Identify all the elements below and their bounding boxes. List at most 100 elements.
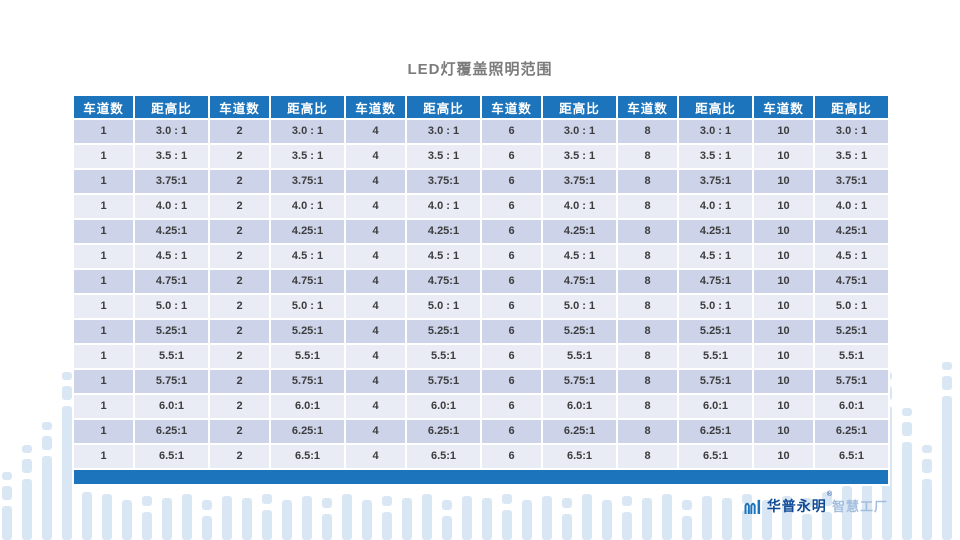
ratio-cell: 3.5 : 1: [271, 145, 344, 168]
ratio-cell: 3.0 : 1: [271, 120, 344, 143]
decoration-bar: [382, 496, 392, 540]
brand-suffix: 智慧工厂: [831, 499, 888, 514]
column-header-lanes: 车道数: [210, 96, 269, 118]
lane-count-cell: 10: [754, 420, 813, 443]
ratio-cell: 5.5:1: [407, 345, 480, 368]
lane-count-cell: 8: [618, 120, 677, 143]
decoration-bar: [542, 496, 552, 540]
decoration-bar: [602, 500, 612, 540]
decoration-bar: [302, 496, 312, 540]
ratio-cell: 3.0 : 1: [407, 120, 480, 143]
ratio-cell: 3.0 : 1: [543, 120, 616, 143]
lane-count-cell: 4: [346, 395, 405, 418]
ratio-cell: 5.5:1: [135, 345, 208, 368]
ratio-cell: 5.25:1: [543, 320, 616, 343]
lane-count-cell: 2: [210, 245, 269, 268]
decoration-bar: [902, 408, 912, 540]
lane-count-cell: 6: [482, 445, 541, 468]
ratio-cell: 4.25:1: [543, 220, 616, 243]
ratio-cell: 6.5:1: [679, 445, 752, 468]
decoration-bar: [762, 500, 772, 540]
lane-count-cell: 6: [482, 195, 541, 218]
ratio-cell: 4.75:1: [815, 270, 888, 293]
ratio-cell: 5.0 : 1: [135, 295, 208, 318]
table-row: 1 4.5 : 1 2 4.5 : 1 4 4.5 : 1 6 4.5 : 1 8 4.5 : 1…: [74, 245, 888, 268]
ratio-cell: 3.75:1: [815, 170, 888, 193]
lane-count-cell: 2: [210, 395, 269, 418]
decoration-bar: [562, 498, 572, 540]
ratio-cell: 5.75:1: [815, 370, 888, 393]
table-footer-bar: [74, 470, 888, 484]
header-row: 车道数 距高比 车道数 距高比 车道数 距高比 车道数 距高比 车道数 距高比 车道数 距高比: [74, 96, 888, 118]
ratio-cell: 4.75:1: [543, 270, 616, 293]
lane-count-cell: 1: [74, 395, 133, 418]
ratio-cell: 4.25:1: [679, 220, 752, 243]
lane-count-cell: 1: [74, 420, 133, 443]
lane-count-cell: 6: [482, 420, 541, 443]
ratio-cell: 6.0:1: [679, 395, 752, 418]
lane-count-cell: 8: [618, 270, 677, 293]
ratio-cell: 6.0:1: [543, 395, 616, 418]
lane-count-cell: 1: [74, 270, 133, 293]
decoration-bar: [662, 494, 672, 540]
lane-count-cell: 2: [210, 170, 269, 193]
lane-count-cell: 6: [482, 170, 541, 193]
ratio-cell: 6.25:1: [543, 420, 616, 443]
ratio-cell: 3.75:1: [271, 170, 344, 193]
lane-count-cell: 2: [210, 295, 269, 318]
lane-count-cell: 10: [754, 295, 813, 318]
lane-count-cell: 10: [754, 195, 813, 218]
ratio-cell: 4.0 : 1: [679, 195, 752, 218]
ratio-cell: 6.5:1: [543, 445, 616, 468]
ratio-cell: 6.5:1: [271, 445, 344, 468]
ratio-cell: 4.0 : 1: [407, 195, 480, 218]
ratio-cell: 5.0 : 1: [543, 295, 616, 318]
ratio-cell: 4.0 : 1: [543, 195, 616, 218]
decoration-bar: [942, 362, 952, 540]
lane-count-cell: 6: [482, 320, 541, 343]
lane-count-cell: 1: [74, 145, 133, 168]
decoration-bar: [362, 500, 372, 540]
lane-count-cell: 1: [74, 320, 133, 343]
decoration-bar: [522, 500, 532, 540]
ratio-cell: 6.25:1: [407, 420, 480, 443]
table-row: 1 6.25:1 2 6.25:1 4 6.25:1 6 6.25:1 8 6.25:1 10 6.2…: [74, 420, 888, 443]
column-header-ratio: 距高比: [679, 96, 752, 118]
lane-count-cell: 4: [346, 170, 405, 193]
lane-count-cell: 8: [618, 295, 677, 318]
ratio-cell: 5.75:1: [407, 370, 480, 393]
ratio-cell: 5.75:1: [135, 370, 208, 393]
lane-count-cell: 8: [618, 195, 677, 218]
table-row: 1 6.5:1 2 6.5:1 4 6.5:1 6 6.5:1 8 6.5:1 10 6.5:1: [74, 445, 888, 468]
lane-count-cell: 6: [482, 295, 541, 318]
decoration-bar: [922, 445, 932, 540]
lane-count-cell: 2: [210, 120, 269, 143]
decoration-bar: [282, 500, 292, 540]
lane-count-cell: 1: [74, 170, 133, 193]
lane-count-cell: 10: [754, 445, 813, 468]
table-row: 1 4.75:1 2 4.75:1 4 4.75:1 6 4.75:1 8 4.75:1 10 4.7…: [74, 270, 888, 293]
ratio-cell: 3.5 : 1: [815, 145, 888, 168]
lane-count-cell: 4: [346, 345, 405, 368]
decoration-bar: [2, 472, 12, 540]
ratio-cell: 4.75:1: [679, 270, 752, 293]
column-header-ratio: 距高比: [135, 96, 208, 118]
ratio-cell: 3.5 : 1: [543, 145, 616, 168]
lane-count-cell: 8: [618, 170, 677, 193]
lane-count-cell: 4: [346, 295, 405, 318]
decoration-bar: [502, 494, 512, 540]
decoration-bar: [222, 496, 232, 540]
ratio-cell: 5.5:1: [543, 345, 616, 368]
ratio-cell: 6.0:1: [407, 395, 480, 418]
ratio-cell: 3.75:1: [135, 170, 208, 193]
table-row: 1 4.25:1 2 4.25:1 4 4.25:1 6 4.25:1 8 4.25:1 10 4.2…: [74, 220, 888, 243]
ratio-cell: 4.5 : 1: [135, 245, 208, 268]
ratio-cell: 4.0 : 1: [271, 195, 344, 218]
lane-count-cell: 6: [482, 145, 541, 168]
lane-count-cell: 2: [210, 345, 269, 368]
lane-count-cell: 6: [482, 370, 541, 393]
brand-logo: 华普永明®智慧工厂: [743, 491, 888, 516]
lane-count-cell: 4: [346, 245, 405, 268]
lane-count-cell: 2: [210, 145, 269, 168]
registered-mark: ®: [826, 491, 832, 498]
